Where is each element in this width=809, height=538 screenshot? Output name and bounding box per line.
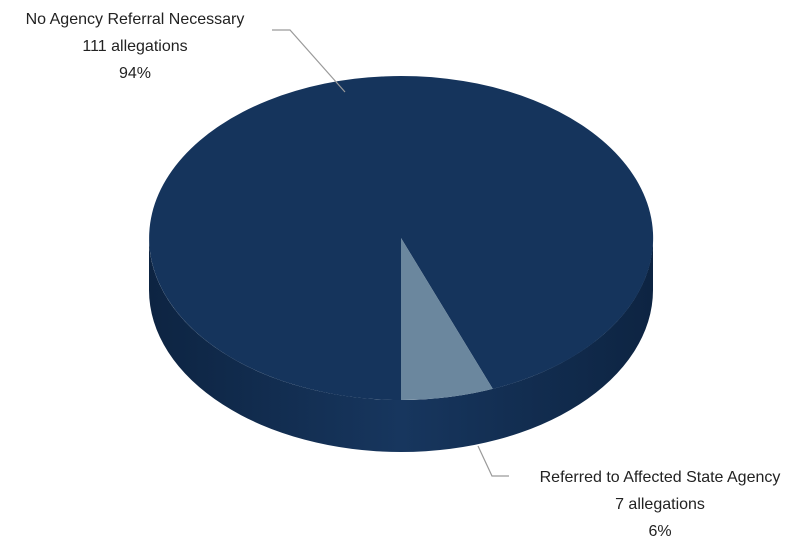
label-count: 7 allegations — [615, 496, 705, 513]
slice-referred-to-state-agency — [401, 238, 493, 400]
data-label-referred: Referred to Affected State Agency 7 alle… — [540, 469, 781, 538]
label-count: 111 allegations — [82, 38, 187, 55]
pie-side-wall — [149, 238, 653, 452]
label-percent: 94% — [119, 65, 151, 82]
leader-line-referred — [477, 445, 509, 477]
slice-no-agency-referral — [149, 75, 654, 400]
data-label-no-agency: No Agency Referral Necessary 111 allegat… — [26, 11, 245, 82]
label-name: No Agency Referral Necessary — [26, 11, 245, 28]
label-name: Referred to Affected State Agency — [540, 469, 781, 486]
leader-line-no-agency — [272, 29, 346, 93]
label-percent: 6% — [648, 523, 671, 538]
